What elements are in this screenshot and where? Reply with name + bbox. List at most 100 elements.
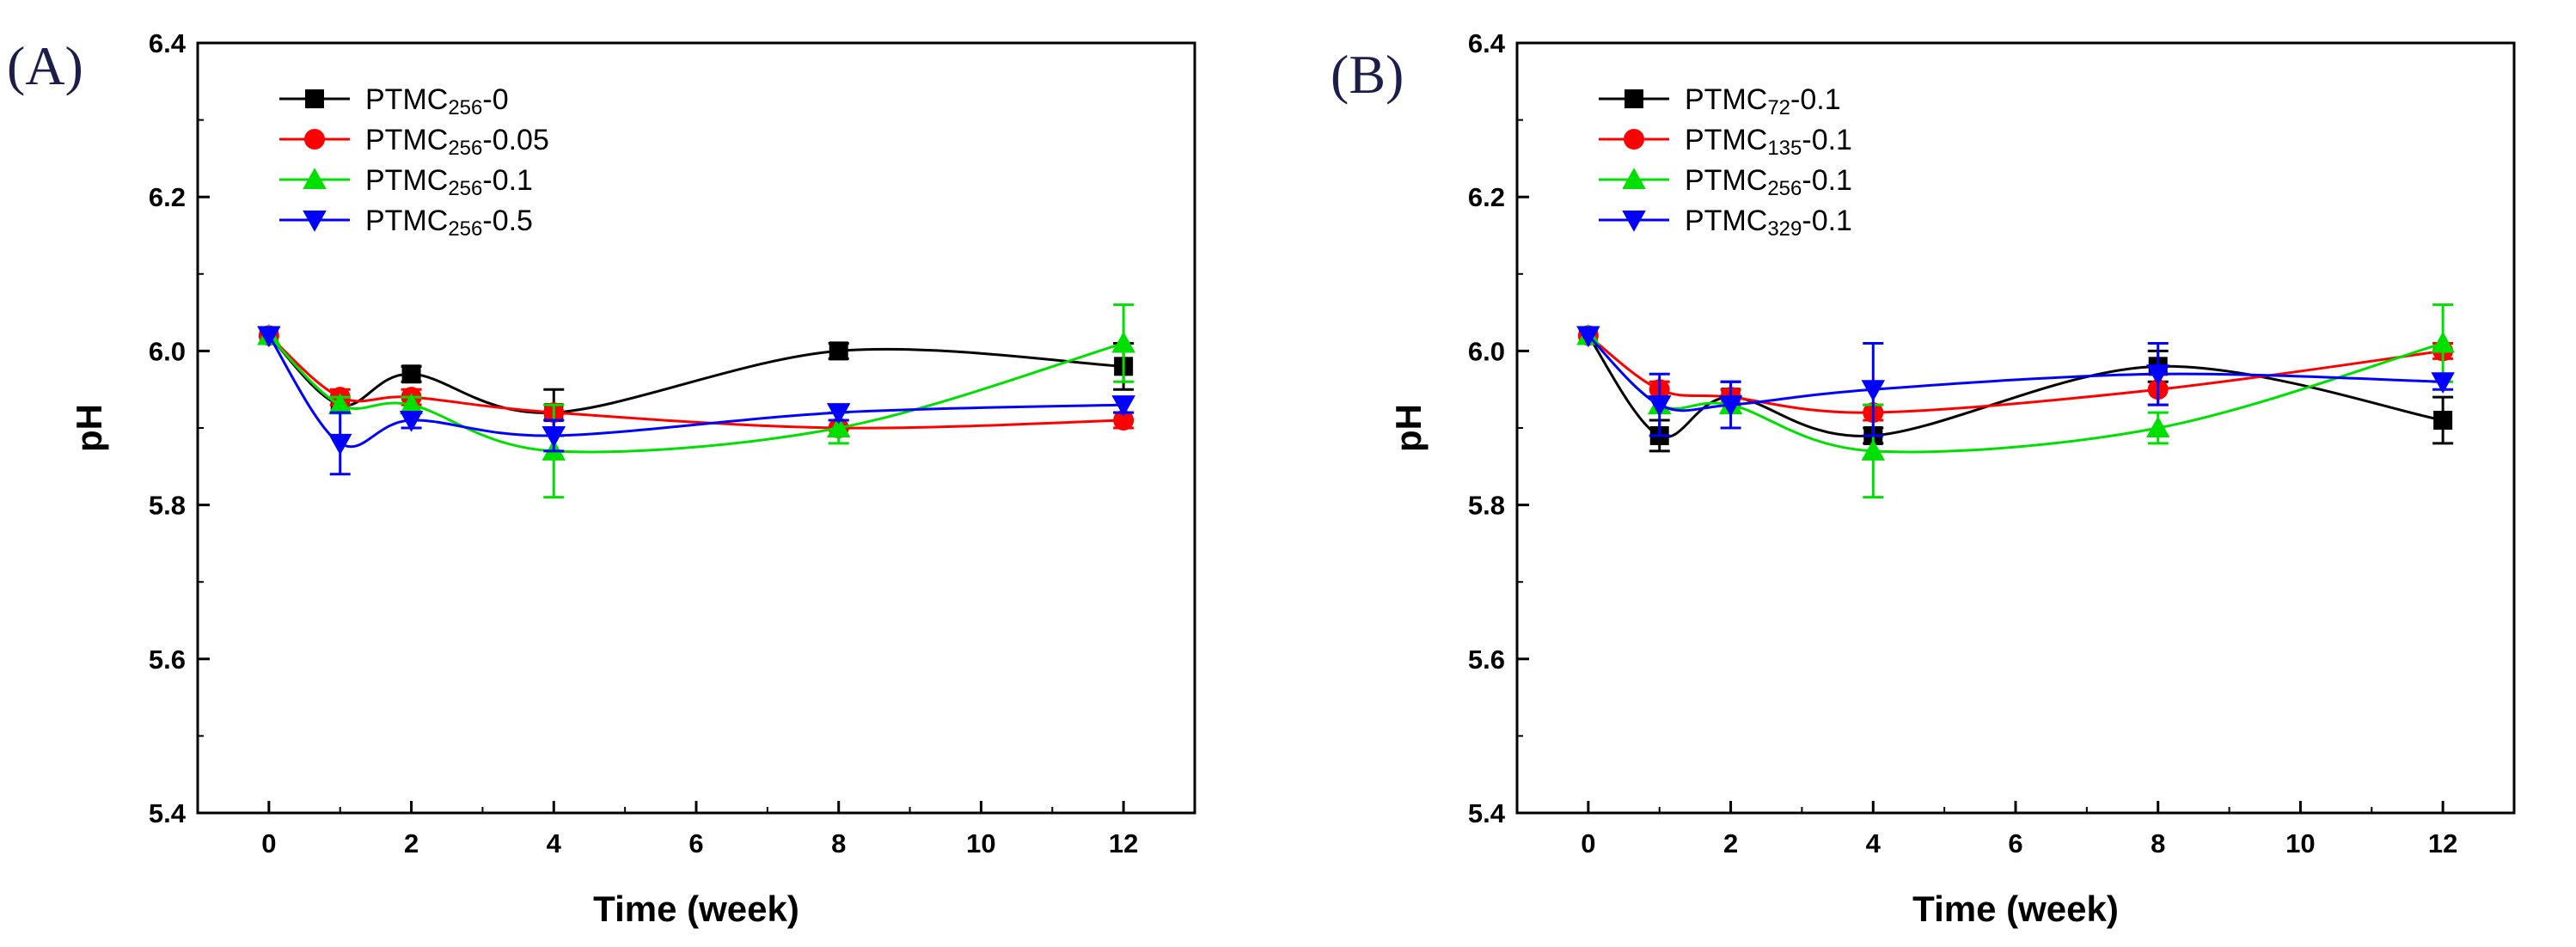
y-tick-label: 5.6 [1468,645,1505,675]
y-tick-label: 5.4 [1468,798,1506,828]
legend: PTMC72-0.1PTMC135-0.1PTMC256-0.1PTMC329-… [1599,83,1852,241]
y-tick-label: 6.4 [1468,28,1506,58]
y-tick-label: 5.8 [1468,491,1505,521]
data-point [542,425,566,448]
legend: PTMC256-0PTMC256-0.05PTMC256-0.1PTMC256-… [279,83,549,241]
data-point [1718,395,1743,417]
y-tick-label: 6.2 [149,182,186,212]
legend-marker [1625,89,1643,108]
series-4 [1576,326,2455,437]
x-tick-label: 4 [547,828,562,858]
panel-label: (A) [7,35,83,96]
series-line [267,334,1124,414]
legend-entry-label: PTMC256-0.1 [1685,164,1852,200]
y-axis-title: pH [1388,404,1429,452]
legend-name-main: PTMC [365,205,448,237]
legend-marker [304,129,325,150]
series-1 [259,326,1135,437]
x-tick-label: 8 [831,828,846,858]
legend-name-suffix: -0 [482,83,508,116]
x-tick-label: 4 [1866,828,1882,858]
y-tick-label: 5.6 [149,645,186,675]
series-4 [257,326,1135,476]
data-point [1861,380,1886,401]
data-point [829,341,848,361]
data-point [1576,326,1600,348]
panel-label: (B) [1331,44,1404,105]
series-line [1587,334,2444,454]
legend-marker [1622,168,1646,189]
legend-name-main: PTMC [365,164,448,197]
x-tick-label: 8 [2151,828,2165,858]
data-point [826,416,851,437]
legend-name-sub: 256 [448,96,482,119]
legend-entry-label: PTMC256-0.05 [365,124,549,160]
legend-name-sub: 256 [1767,177,1802,200]
x-axis-title: Time (week) [1912,889,2119,929]
legend-marker [303,168,327,189]
legend-name-main: PTMC [365,83,448,116]
legend-name-suffix: -0.5 [482,205,533,237]
x-tick-label: 6 [688,828,703,858]
legend-name-main: PTMC [1685,205,1767,237]
legend-name-suffix: -0.1 [1802,205,1852,237]
legend-name-main: PTMC [1685,164,1767,197]
y-tick-label: 5.8 [149,491,186,521]
x-tick-label: 10 [2285,828,2315,858]
data-point [1113,410,1135,431]
data-point [2145,364,2170,387]
data-point [1111,395,1135,417]
legend-entry-label: PTMC135-0.1 [1685,124,1852,160]
y-tick-label: 6.2 [1468,182,1505,212]
y-tick-label: 6.4 [149,28,187,58]
x-tick-label: 0 [1581,828,1595,858]
legend-marker [303,211,327,232]
data-point [2431,372,2455,394]
x-tick-label: 12 [2428,828,2457,858]
y-tick-label: 6.0 [149,336,186,366]
chart-panel-b: (B) 5.4 5.6 5.8 6.0 6.2 6.4 0 2 4 6 8 10 12 Time (week… [1331,28,2516,929]
data-point [399,411,424,432]
legend-entry-label: PTMC329-0.1 [1685,205,1852,241]
data-point [1647,395,1672,417]
y-tick-label: 5.4 [149,798,187,828]
legend-name-sub: 72 [1767,96,1790,119]
series-3 [257,303,1135,499]
legend-name-suffix: -0.1 [1802,124,1852,156]
legend-name-suffix: -0.1 [482,164,533,197]
series-line [267,334,1124,449]
legend-name-sub: 135 [1767,137,1802,160]
data-point [327,393,352,415]
chart-panel-a: (A) 5.4 5.6 5.8 6.0 6.2 6.4 0 2 4 6 8 10 12 Time (week… [7,28,1196,929]
data-point [1111,331,1135,353]
legend-entry-label: PTMC256-0.5 [365,205,533,241]
legend-name-main: PTMC [1685,83,1767,116]
x-tick-label: 10 [966,828,995,858]
data-point [826,403,851,425]
series-line [267,334,1124,454]
legend-name-main: PTMC [1685,124,1767,156]
legend-name-suffix: -0.1 [1790,83,1841,116]
legend-name-sub: 256 [448,177,482,200]
legend-name-sub: 256 [448,137,482,160]
x-tick-label: 12 [1109,828,1138,858]
data-point [2431,331,2455,353]
legend-name-main: PTMC [365,124,448,156]
legend-name-suffix: -0.05 [482,124,549,156]
series-1 [1578,326,2454,453]
legend-entry-label: PTMC256-0 [365,83,509,119]
legend-marker [1624,129,1644,150]
data-point [257,326,281,348]
data-point [2145,416,2170,437]
data-point [1861,439,1886,461]
data-point [401,364,421,384]
legend-marker [305,89,324,108]
x-tick-label: 6 [2008,828,2022,858]
legend-entry-label: PTMC72-0.1 [1685,83,1841,119]
legend-name-sub: 256 [448,217,482,241]
data-point [327,433,352,455]
x-axis-title: Time (week) [593,889,799,929]
x-tick-label: 2 [404,828,419,858]
x-tick-label: 0 [261,828,276,858]
